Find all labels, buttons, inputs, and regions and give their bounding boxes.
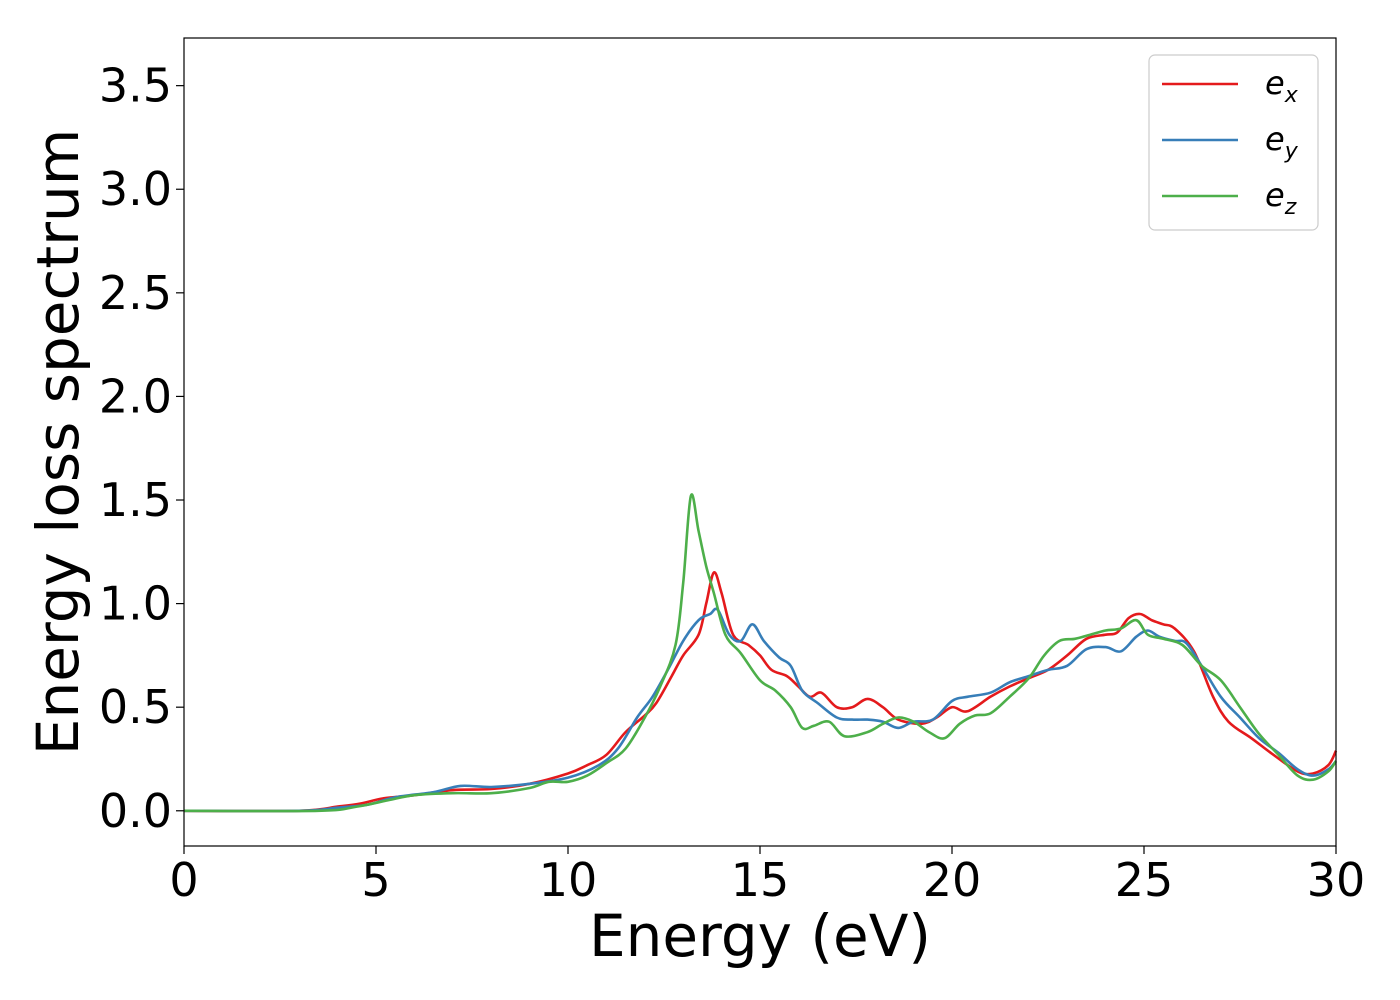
y-tick-label: 3.5 [99, 59, 172, 113]
y-tick-label: 2.0 [99, 369, 172, 423]
y-tick-label: 0.0 [99, 784, 172, 838]
legend-label-ez: ez [1265, 176, 1297, 220]
x-tick-label: 5 [361, 853, 390, 907]
series-line-ey [183, 607, 1337, 813]
x-tick-label: 10 [539, 853, 598, 907]
plot-area [184, 38, 1336, 846]
legend-label-ex: ex [1265, 64, 1299, 108]
legend: ex ey ez [1148, 54, 1319, 231]
y-axis: 0.0 0.5 1.0 1.5 2.0 2.5 3.0 3.5 [99, 59, 184, 838]
y-tick-label: 0.5 [99, 680, 172, 734]
x-axis-label: Energy (eV) [589, 902, 931, 970]
x-axis: 0 5 10 15 20 25 30 [169, 846, 1365, 907]
y-tick-label: 2.5 [99, 266, 172, 320]
x-tick-label: 15 [731, 853, 790, 907]
series-layer [183, 493, 1338, 813]
x-tick-label: 20 [923, 853, 982, 907]
y-tick-label: 1.5 [99, 473, 172, 527]
legend-label-ey: ey [1265, 120, 1299, 164]
y-tick-label: 3.0 [99, 162, 172, 216]
x-tick-label: 30 [1307, 853, 1366, 907]
y-axis-label: Energy loss spectrum [24, 129, 92, 755]
series-line-ez [183, 493, 1338, 813]
x-tick-label: 25 [1115, 853, 1174, 907]
legend-box [1148, 54, 1319, 231]
y-tick-label: 1.0 [99, 577, 172, 631]
x-tick-label: 0 [169, 853, 198, 907]
series-line-ex [183, 571, 1338, 813]
